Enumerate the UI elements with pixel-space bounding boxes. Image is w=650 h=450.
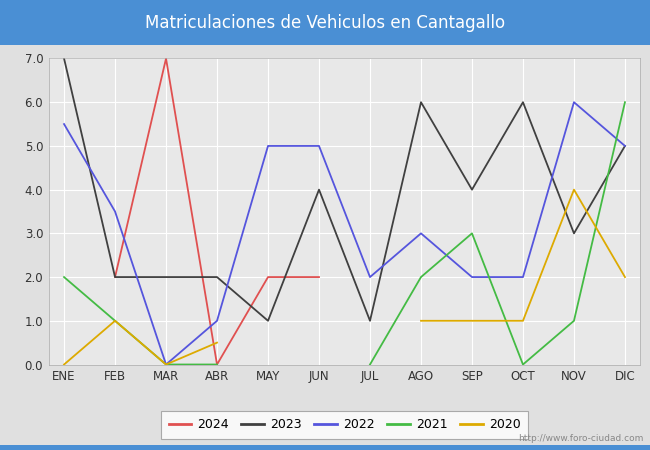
Legend: 2024, 2023, 2022, 2021, 2020: 2024, 2023, 2022, 2021, 2020: [161, 410, 528, 439]
Text: http://www.foro-ciudad.com: http://www.foro-ciudad.com: [518, 434, 644, 443]
Text: Matriculaciones de Vehiculos en Cantagallo: Matriculaciones de Vehiculos en Cantagal…: [145, 14, 505, 32]
